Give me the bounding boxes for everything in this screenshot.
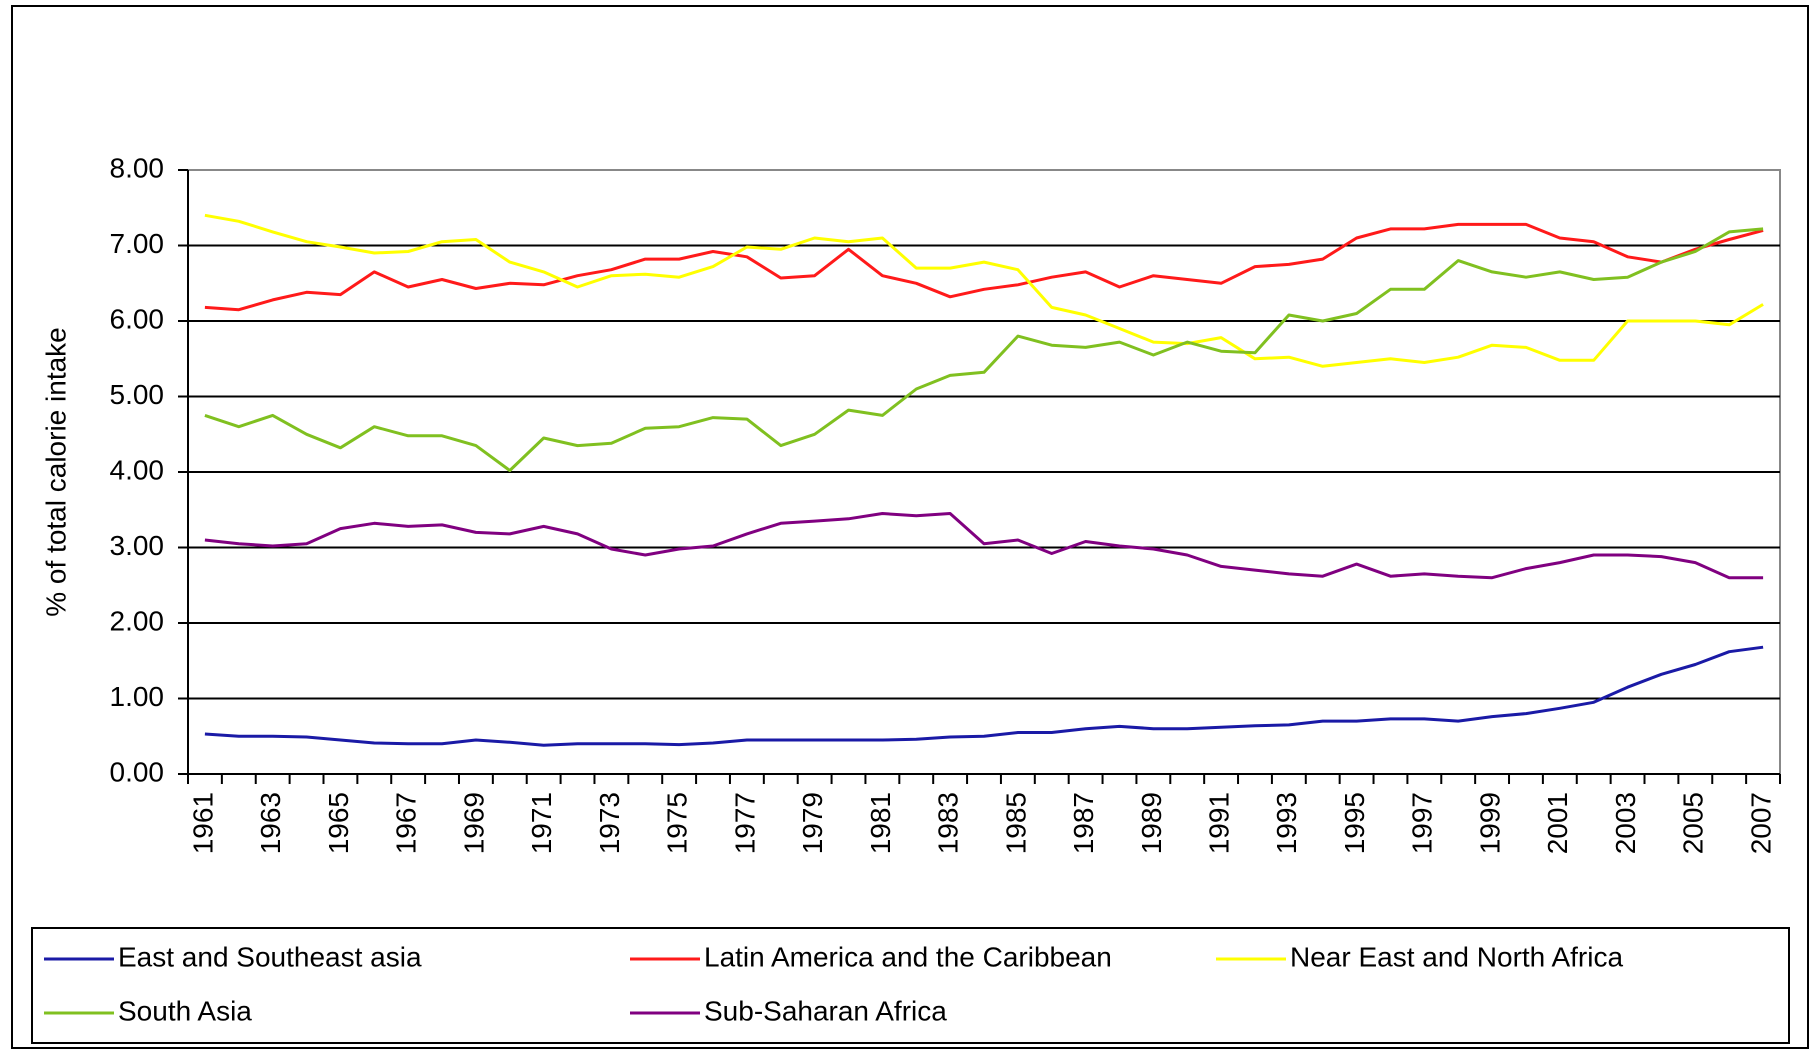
x-tick-label: 2005: [1678, 792, 1709, 854]
y-tick-label: 2.00: [110, 605, 165, 636]
x-tick-label: 1999: [1474, 792, 1505, 854]
x-tick-label: 1985: [1000, 792, 1031, 854]
legend-box: [31, 927, 1790, 1044]
y-tick-label: 7.00: [110, 228, 165, 259]
x-tick-label: 1973: [594, 792, 625, 854]
x-tick-label: 1987: [1068, 792, 1099, 854]
y-axis-label: % of total calorie intake: [40, 327, 71, 617]
x-tick-label: 1967: [391, 792, 422, 854]
series-line: [204, 512, 1764, 580]
x-tick-label: 1981: [865, 792, 896, 854]
y-tick-label: 6.00: [110, 303, 165, 334]
y-tick-label: 4.00: [110, 454, 165, 485]
x-tick-label: 1989: [1136, 792, 1167, 854]
x-tick-label: 1961: [187, 792, 218, 854]
x-tick-label: 1991: [1203, 792, 1234, 854]
y-tick-label: 1.00: [110, 681, 165, 712]
legend-label: Sub-Saharan Africa: [704, 995, 947, 1026]
y-tick-label: 5.00: [110, 379, 165, 410]
x-tick-label: 1977: [729, 792, 760, 854]
legend-label: East and Southeast asia: [118, 941, 422, 972]
x-tick-label: 1993: [1271, 792, 1302, 854]
y-tick-label: 3.00: [110, 530, 165, 561]
y-tick-label: 0.00: [110, 756, 165, 787]
x-tick-label: 2007: [1745, 792, 1776, 854]
x-tick-label: 2001: [1542, 792, 1573, 854]
series-line: [204, 645, 1764, 747]
x-tick-label: 1983: [933, 792, 964, 854]
x-tick-label: 1971: [526, 792, 557, 854]
series-line: [204, 213, 1764, 368]
x-tick-label: 1979: [797, 792, 828, 854]
x-tick-label: 1975: [662, 792, 693, 854]
y-tick-label: 8.00: [110, 152, 165, 183]
x-tick-label: 1995: [1339, 792, 1370, 854]
x-tick-label: 1963: [255, 792, 286, 854]
legend-label: Near East and North Africa: [1290, 941, 1623, 972]
x-tick-label: 1969: [458, 792, 489, 854]
series-line: [204, 227, 1764, 472]
series-line: [204, 222, 1764, 312]
x-tick-label: 1965: [323, 792, 354, 854]
legend-label: Latin America and the Caribbean: [704, 941, 1112, 972]
x-tick-label: 1997: [1407, 792, 1438, 854]
legend-label: South Asia: [118, 995, 252, 1026]
x-tick-label: 2003: [1610, 792, 1641, 854]
